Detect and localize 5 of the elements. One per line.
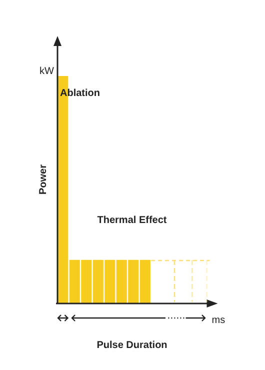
text: kW bbox=[40, 66, 55, 77]
annotation: Thermal Effect bbox=[97, 214, 168, 226]
x-axis-title: Pulse Duration bbox=[96, 340, 168, 351]
text: ms bbox=[212, 314, 226, 326]
y-axis-title: Power bbox=[38, 164, 49, 195]
